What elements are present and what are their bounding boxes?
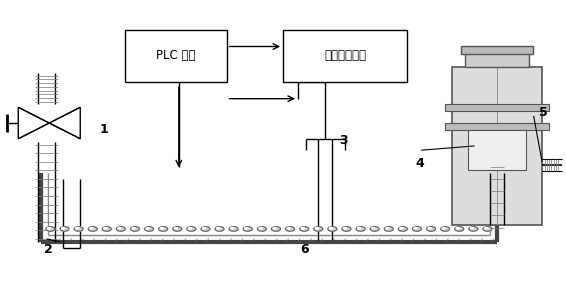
Circle shape <box>60 227 69 231</box>
Bar <box>125 30 226 81</box>
Circle shape <box>258 227 267 231</box>
Circle shape <box>386 227 389 229</box>
Bar <box>283 30 407 81</box>
Circle shape <box>469 227 478 231</box>
Circle shape <box>400 227 403 229</box>
Circle shape <box>384 227 393 231</box>
Circle shape <box>132 227 135 229</box>
Circle shape <box>428 227 431 229</box>
Circle shape <box>160 227 164 229</box>
Circle shape <box>102 227 112 231</box>
Text: PLC 单元: PLC 单元 <box>156 49 196 62</box>
Bar <box>445 104 549 111</box>
Circle shape <box>215 227 224 231</box>
Circle shape <box>104 227 107 229</box>
Circle shape <box>203 227 205 229</box>
Circle shape <box>144 227 153 231</box>
Bar <box>445 123 549 130</box>
Circle shape <box>398 227 408 231</box>
Text: 6: 6 <box>300 243 308 256</box>
Circle shape <box>442 227 445 229</box>
Circle shape <box>243 227 252 231</box>
Circle shape <box>76 227 79 229</box>
Circle shape <box>90 227 93 229</box>
Bar <box>461 46 533 54</box>
Polygon shape <box>49 107 80 139</box>
Circle shape <box>48 227 50 229</box>
Circle shape <box>370 227 379 231</box>
Text: 2: 2 <box>44 243 53 256</box>
Polygon shape <box>18 107 49 139</box>
Circle shape <box>173 227 182 231</box>
Circle shape <box>344 227 347 229</box>
Circle shape <box>46 227 55 231</box>
Circle shape <box>484 227 488 229</box>
Circle shape <box>273 227 276 229</box>
Circle shape <box>146 227 149 229</box>
Text: 拉丝速度信号: 拉丝速度信号 <box>324 49 366 62</box>
Circle shape <box>454 227 464 231</box>
Circle shape <box>231 227 234 229</box>
Bar <box>465 51 529 67</box>
Circle shape <box>259 227 262 229</box>
Circle shape <box>328 227 337 231</box>
Text: 4: 4 <box>415 158 424 171</box>
Circle shape <box>287 227 290 229</box>
Circle shape <box>187 227 196 231</box>
Circle shape <box>356 227 365 231</box>
Circle shape <box>427 227 436 231</box>
Circle shape <box>372 227 375 229</box>
Circle shape <box>131 227 139 231</box>
Bar <box>452 67 542 225</box>
Circle shape <box>118 227 121 229</box>
Circle shape <box>299 227 308 231</box>
Text: 5: 5 <box>539 106 548 119</box>
Bar <box>468 130 526 170</box>
Circle shape <box>342 227 351 231</box>
Circle shape <box>245 227 248 229</box>
Circle shape <box>470 227 474 229</box>
Circle shape <box>483 227 492 231</box>
Circle shape <box>217 227 220 229</box>
Circle shape <box>62 227 65 229</box>
Circle shape <box>301 227 305 229</box>
Circle shape <box>286 227 294 231</box>
Text: 3: 3 <box>340 134 348 147</box>
Circle shape <box>74 227 83 231</box>
Circle shape <box>414 227 417 229</box>
Circle shape <box>229 227 238 231</box>
Circle shape <box>329 227 333 229</box>
Circle shape <box>314 227 323 231</box>
Circle shape <box>441 227 449 231</box>
Text: 1: 1 <box>100 123 109 136</box>
Circle shape <box>358 227 361 229</box>
Circle shape <box>456 227 460 229</box>
Circle shape <box>272 227 281 231</box>
Circle shape <box>188 227 192 229</box>
Circle shape <box>117 227 126 231</box>
Circle shape <box>201 227 210 231</box>
Circle shape <box>315 227 319 229</box>
Circle shape <box>413 227 422 231</box>
Circle shape <box>174 227 178 229</box>
Circle shape <box>88 227 97 231</box>
Circle shape <box>158 227 168 231</box>
